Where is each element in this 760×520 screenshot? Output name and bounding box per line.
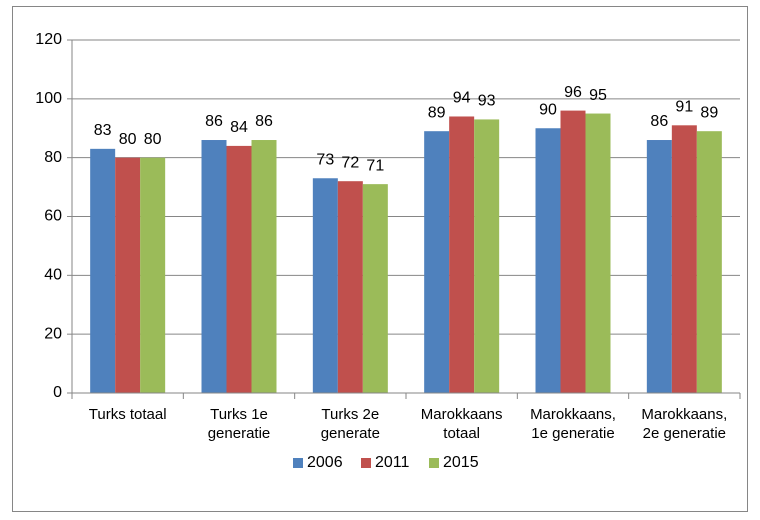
bar xyxy=(115,157,141,393)
value-label: 86 xyxy=(650,113,668,130)
value-label: 89 xyxy=(428,104,446,121)
bar xyxy=(535,128,561,393)
bar xyxy=(646,140,672,393)
legend-swatch xyxy=(293,458,303,468)
x-tick-label: Marokkaans, 1e generatie xyxy=(530,406,616,442)
bar xyxy=(362,184,388,393)
value-label: 72 xyxy=(341,154,359,171)
value-label: 80 xyxy=(119,131,137,148)
y-tick-label: 120 xyxy=(35,31,62,48)
bar xyxy=(424,131,450,394)
bar xyxy=(251,140,277,393)
value-label: 86 xyxy=(255,113,273,130)
x-tick-label: Marokkaans totaal xyxy=(420,406,503,442)
legend-label: 2011 xyxy=(375,454,410,471)
y-tick-label: 40 xyxy=(44,267,62,284)
value-label: 86 xyxy=(205,113,223,130)
value-label: 84 xyxy=(230,119,248,136)
value-label: 71 xyxy=(366,157,384,174)
bar xyxy=(312,178,338,393)
bar xyxy=(474,119,500,394)
bar xyxy=(585,113,611,394)
value-label: 90 xyxy=(539,101,557,118)
x-tick-label: Marokkaans, 2e generatie xyxy=(641,406,728,442)
value-label: 95 xyxy=(589,87,607,104)
legend-label: 2006 xyxy=(307,454,343,471)
value-label: 93 xyxy=(478,93,496,110)
x-tick-label: Turks totaal xyxy=(88,406,167,423)
bar xyxy=(337,181,363,393)
x-tick-label: Turks 2e generate xyxy=(320,406,380,442)
bar xyxy=(671,125,697,393)
bar xyxy=(560,110,586,393)
y-tick-label: 80 xyxy=(44,149,62,166)
bar xyxy=(201,140,227,393)
legend-label: 2015 xyxy=(443,454,479,471)
bar xyxy=(226,145,252,393)
y-tick-label: 0 xyxy=(53,384,62,401)
bar xyxy=(449,116,475,393)
bar xyxy=(696,131,722,394)
value-label: 80 xyxy=(144,131,162,148)
legend-swatch xyxy=(361,458,371,468)
value-label: 96 xyxy=(564,84,582,101)
y-tick-label: 60 xyxy=(44,208,62,225)
bar xyxy=(140,157,166,393)
legend-swatch xyxy=(429,458,439,468)
y-tick-label: 100 xyxy=(35,90,62,107)
y-tick-label: 20 xyxy=(44,325,62,342)
value-label: 94 xyxy=(453,90,471,107)
value-label: 83 xyxy=(94,122,112,139)
value-label: 73 xyxy=(316,151,334,168)
value-label: 91 xyxy=(675,99,693,116)
x-tick-label: Turks 1e generatie xyxy=(207,406,271,442)
value-label: 89 xyxy=(700,104,718,121)
bar xyxy=(90,148,116,393)
